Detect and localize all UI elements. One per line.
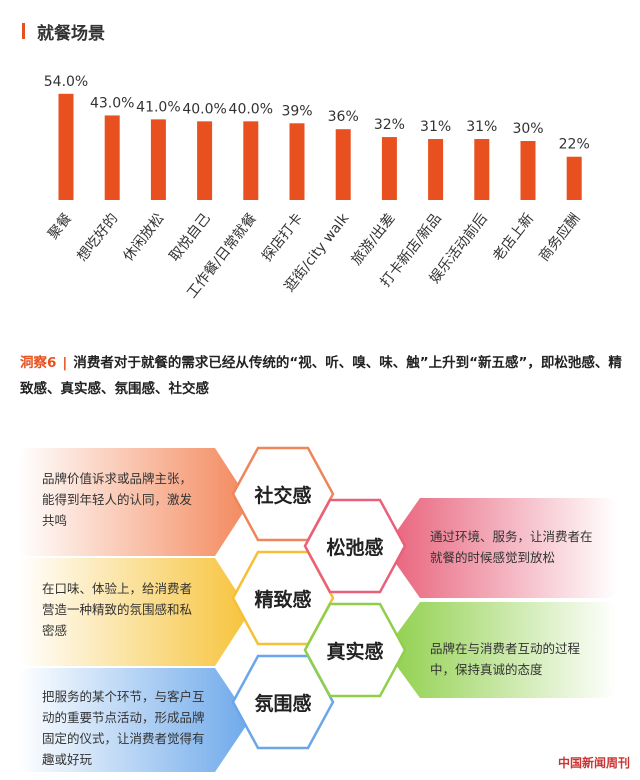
bar-7 — [381, 137, 397, 200]
hex-atmosphere — [231, 654, 335, 750]
value-label-4: 40.0% — [229, 101, 273, 117]
bar-2 — [150, 119, 166, 200]
sense-desc-refined: 在口味、体验上，给消费者营造一种精致的氛围感和私密感 — [42, 581, 193, 638]
insight-block: 洞察6 | 消费者对于就餐的需求已经从传统的“视、听、嗅、味、触”上升到“新五感”，… — [20, 350, 625, 402]
bar-8 — [428, 139, 444, 200]
value-label-6: 36% — [328, 109, 359, 125]
sense-desc-social: 品牌价值诉求或品牌主张，能得到年轻人的认同，激发共鸣 — [42, 471, 193, 528]
value-label-5: 39% — [281, 103, 312, 119]
insight-separator: | — [62, 355, 68, 371]
value-label-0: 54.0% — [44, 74, 88, 90]
title-accent-bar — [22, 23, 25, 39]
bar-6 — [335, 129, 351, 200]
hex-refined — [231, 550, 335, 646]
bar-chart: 54.0%聚餐43.0%想吃好的41.0%休闲放松40.0%取悦自己40.0%工… — [44, 74, 590, 302]
value-label-1: 43.0% — [90, 95, 134, 111]
bar-5 — [289, 123, 305, 200]
sense-desc-atmosphere: 把服务的某个环节，与客户互动的重要节点活动，形成品牌固定的仪式，让消费者觉得有趣… — [42, 689, 205, 767]
bar-3 — [197, 121, 213, 200]
insight-tag: 洞察6 — [20, 355, 57, 371]
sense-label-refined: 精致感 — [254, 588, 312, 611]
value-label-3: 40.0% — [182, 101, 226, 117]
sense-label-atmosphere: 氛围感 — [254, 692, 312, 715]
hex-relaxed — [303, 498, 407, 594]
value-label-11: 22% — [559, 137, 590, 153]
section-title-text: 就餐场景 — [37, 23, 105, 44]
insight-text: 消费者对于就餐的需求已经从传统的“视、听、嗅、味、触”上升到“新五感”，即松弛感… — [20, 355, 622, 397]
sense-label-real: 真实感 — [326, 640, 384, 663]
value-label-9: 31% — [466, 119, 497, 135]
value-label-7: 32% — [374, 117, 405, 133]
bar-4 — [243, 121, 259, 200]
sense-label-social: 社交感 — [254, 484, 312, 507]
bar-0 — [58, 93, 74, 200]
bar-10 — [520, 141, 536, 200]
sense-desc-relaxed: 通过环境、服务，让消费者在就餐的时候感觉到放松 — [430, 529, 593, 565]
hex-real — [303, 602, 407, 698]
sense-label-relaxed: 松弛感 — [326, 536, 384, 559]
sense-desc-real: 品牌在与消费者互动的过程中，保持真诚的态度 — [430, 641, 581, 677]
watermark-text: 中国新闻周刊 — [557, 756, 630, 770]
hex-social — [231, 446, 335, 542]
value-label-2: 41.0% — [136, 99, 180, 115]
value-label-8: 31% — [420, 119, 451, 135]
bar-9 — [474, 139, 490, 200]
bar-1 — [104, 115, 120, 200]
section-title: 就餐场景 — [22, 20, 105, 44]
bar-11 — [566, 156, 582, 200]
value-label-10: 30% — [512, 121, 543, 137]
